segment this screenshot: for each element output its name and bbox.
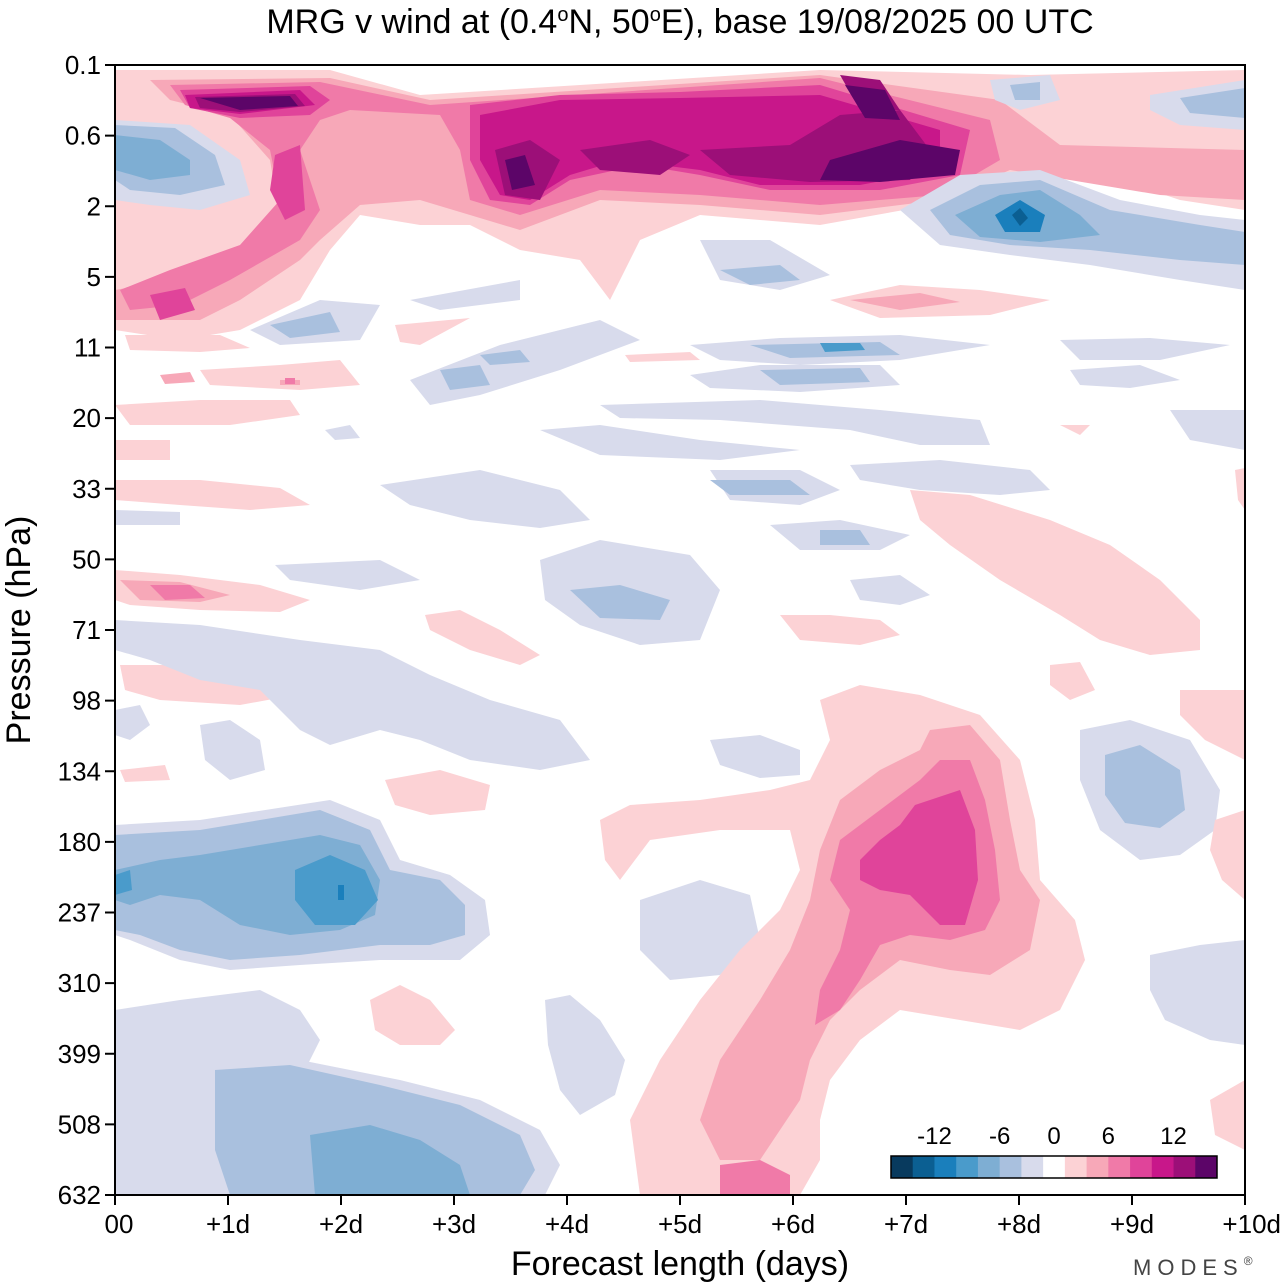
x-tick-label: +6d (771, 1209, 815, 1239)
colorbar-swatch (891, 1156, 914, 1178)
y-tick-label: 0.1 (65, 50, 101, 80)
contour-neg-6-topleft (115, 135, 190, 180)
x-tick-label: 00 (105, 1209, 134, 1239)
x-tick-label: +3d (432, 1209, 476, 1239)
colorbar-swatch (934, 1156, 957, 1178)
colorbar-swatch (1195, 1156, 1218, 1178)
x-axis: 00 +1d +2d +3d +4d +5d +6d +7d +8d +9d +10d (105, 1195, 1280, 1239)
y-tick-label: 71 (72, 615, 101, 645)
contour-neg-8-mid-1 (820, 343, 865, 352)
contour-field (115, 70, 1245, 1195)
contour-neg-8-lowerleft (115, 855, 378, 925)
contour-neg-4-day9-top (1010, 82, 1245, 118)
modes-logo-text: MODES (1133, 1255, 1244, 1280)
y-tick-label: 50 (72, 544, 101, 574)
colorbar-tick-label: 0 (1047, 1123, 1060, 1150)
x-tick-label: +7d (884, 1209, 928, 1239)
colorbar-swatch (1151, 1156, 1175, 1178)
title-part-1: MRG v wind at (0.4 (266, 3, 557, 41)
x-tick-label: +4d (545, 1209, 589, 1239)
chart-title: MRG v wind at (0.4oN, 50oE), base 19/08/… (266, 3, 1093, 41)
y-tick-label: 508 (58, 1109, 101, 1139)
y-tick-label: 399 (58, 1039, 101, 1069)
y-tick-label: 632 (58, 1180, 101, 1210)
colorbar-swatch (1130, 1156, 1153, 1178)
contour-neg-2-day9-top (990, 75, 1245, 130)
contour-pos-14-upper (200, 85, 960, 190)
contour-neg-4-mid-1 (270, 265, 900, 715)
y-tick-label: 237 (58, 898, 101, 928)
x-tick-label: +1d (206, 1209, 250, 1239)
y-tick-label: 134 (58, 756, 101, 786)
y-tick-label: 2 (87, 191, 101, 221)
y-tick-label: 180 (58, 827, 101, 857)
y-axis: 0.1 0.6 2 5 11 20 33 50 71 98 134 180 237 310 399 508 63… (58, 50, 115, 1210)
colorbar-swatch (1064, 1156, 1088, 1178)
x-tick-label: +2d (319, 1209, 363, 1239)
x-tick-label: +10d (1222, 1209, 1280, 1239)
title-degree-2: o (650, 4, 661, 26)
y-tick-label: 0.6 (65, 121, 101, 151)
colorbar-swatch (1043, 1156, 1066, 1178)
colorbar-swatch (1173, 1156, 1196, 1178)
title-part-3: E), base 19/08/2025 00 UTC (661, 3, 1094, 41)
colorbar-border (890, 1155, 1218, 1179)
contour-neg-4-lowerleft (115, 745, 1185, 1195)
modes-logo: MODES® (1133, 1254, 1253, 1280)
y-axis-label: Pressure (hPa) (0, 516, 38, 745)
contour-pos-2-mid-1 (115, 285, 1245, 782)
contour-pos-8-lowerright (860, 790, 978, 925)
colorbar-tick-label: 12 (1160, 1123, 1187, 1150)
colorbar-swatch (977, 1156, 1001, 1178)
title-degree-1: o (557, 4, 568, 26)
y-tick-label: 20 (72, 403, 101, 433)
contour-neg-6-lowerleft (115, 835, 470, 1195)
colorbar-swatch (956, 1156, 979, 1178)
colorbar-swatch (912, 1156, 935, 1178)
x-axis-label: Forecast length (days) (511, 1245, 849, 1283)
colorbar-swatch (1108, 1156, 1131, 1178)
y-tick-label: 310 (58, 968, 101, 998)
x-tick-label: +9d (1110, 1209, 1154, 1239)
x-tick-label: +8d (997, 1209, 1041, 1239)
y-tick-label: 11 (74, 333, 101, 363)
colorbar: -12 -6 0 6 12 (890, 1123, 1218, 1179)
y-tick-label: 5 (87, 262, 101, 292)
colorbar-swatch (1086, 1156, 1109, 1178)
registered-mark: ® (1244, 1254, 1253, 1268)
y-tick-label: 33 (72, 474, 101, 504)
contour-neg-14-day8 (1012, 208, 1028, 226)
contour-neg-2-mid-1 (115, 240, 1245, 645)
title-part-2: N, 50 (568, 3, 649, 41)
x-tick-label: +5d (658, 1209, 702, 1239)
contour-neg-2-lowerleft (115, 620, 1245, 1195)
colorbar-tick-label: 6 (1102, 1123, 1115, 1150)
y-tick-label: 98 (72, 686, 101, 716)
contour-neg-10-lowerleft (338, 885, 344, 900)
colorbar-tick-label: -12 (917, 1123, 952, 1150)
colorbar-tick-label: -6 (989, 1123, 1010, 1150)
colorbar-swatch (1021, 1156, 1044, 1178)
contour-pos-12-upper (195, 75, 930, 200)
colorbar-swatch (999, 1156, 1022, 1178)
